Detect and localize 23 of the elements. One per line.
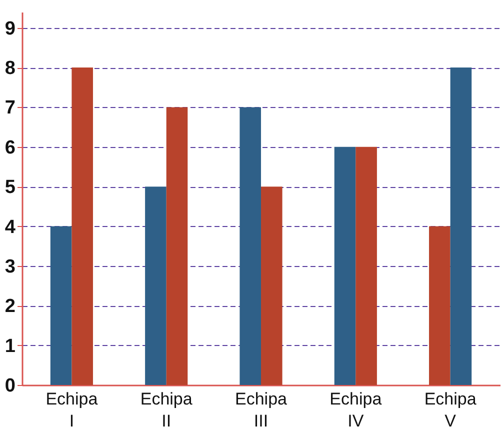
y-tick-label: 1 [4, 336, 16, 357]
x-tick-label: Echipa I [46, 390, 98, 430]
x-tick-label: Echipa V [424, 390, 477, 430]
bar [145, 186, 166, 385]
bar [240, 107, 261, 385]
bar [261, 186, 282, 385]
y-tick-label: 5 [4, 177, 16, 198]
y-tick-label: 7 [4, 98, 16, 119]
y-tick-label: 2 [4, 296, 16, 318]
x-tick-label: Echipa II [140, 390, 193, 430]
y-tick-label: 3 [4, 256, 16, 278]
bar [334, 146, 356, 385]
bar [50, 226, 72, 385]
y-tick-label: 0 [4, 376, 16, 396]
y-tick-label: 4 [4, 216, 16, 238]
y-tick-label: 8 [4, 58, 16, 80]
bar [166, 107, 188, 385]
bar [72, 68, 93, 385]
x-tick-label: Echipa IV [330, 390, 382, 430]
x-tick-label: Echipa III [235, 390, 288, 430]
bar [356, 146, 377, 385]
y-tick-label: 6 [4, 137, 16, 158]
y-tick-label: 9 [4, 18, 16, 40]
